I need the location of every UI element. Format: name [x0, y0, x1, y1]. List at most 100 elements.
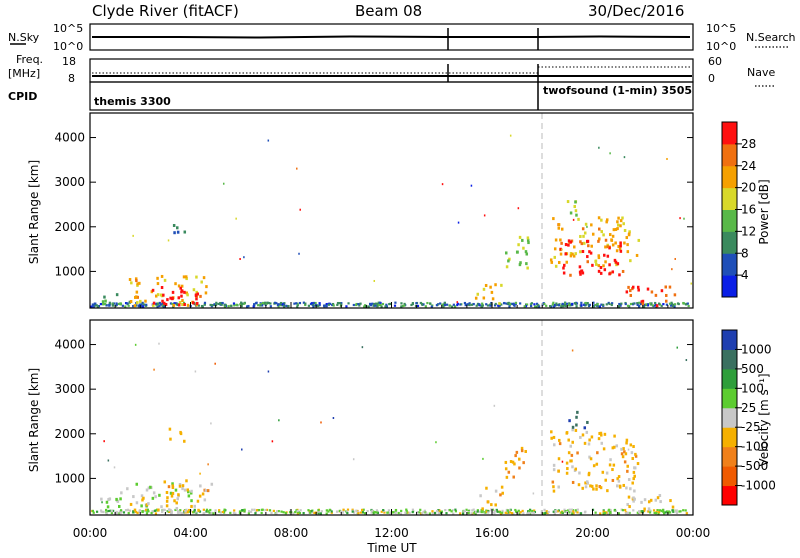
- velocity-ground-cell: [361, 511, 365, 514]
- velocity-ground-cell: [476, 509, 479, 512]
- station-title: Clyde River (fitACF): [92, 2, 239, 20]
- velocity-ground-cell: [260, 511, 263, 514]
- power-echo-cell: [569, 273, 572, 277]
- power-ground-cell: [347, 302, 350, 305]
- noise-sky-label: N.Sky: [8, 31, 40, 44]
- power-echo-cell: [581, 271, 585, 275]
- velocity-ground-cell: [366, 509, 369, 513]
- power-ground-cell: [115, 303, 118, 306]
- power-ground-cell: [411, 302, 414, 305]
- velocity-echo-cell: [505, 475, 509, 479]
- power-echo-cell: [144, 299, 147, 303]
- power-ground-cell: [624, 302, 627, 306]
- velocity-ground-cell: [664, 511, 667, 514]
- power-echo-cell: [202, 276, 206, 280]
- power-echo-cell: [563, 263, 566, 267]
- power-ground-cell: [478, 303, 481, 306]
- velocity-ground-cell: [480, 510, 483, 514]
- velocity-ground-cell: [188, 510, 191, 513]
- power-ground-cell: [340, 302, 343, 305]
- velocity-ground-cell: [128, 509, 131, 512]
- power-ground-cell: [266, 301, 269, 304]
- velocity-echo-cell: [184, 509, 187, 513]
- velocity-echo-cell: [504, 460, 508, 464]
- velocity-ground-cell: [526, 512, 529, 515]
- velocity-ground-cell: [543, 508, 546, 511]
- velocity-echo-cell: [210, 482, 214, 486]
- power-ground-cell: [555, 302, 558, 305]
- power-echo-cell: [589, 251, 593, 255]
- velocity-ground-cell: [265, 508, 269, 512]
- velocity-ground-cell: [142, 509, 146, 513]
- power-ground-cell: [280, 304, 283, 307]
- power-echo-cell: [557, 226, 561, 230]
- velocity-ground-cell: [340, 510, 343, 513]
- velocity-echo-cell: [518, 466, 521, 470]
- velocity-ground-cell: [192, 511, 195, 514]
- velocity-echo-cell: [170, 494, 174, 498]
- power-ground-cell: [336, 301, 340, 305]
- velocity-ground-cell: [135, 510, 138, 514]
- power-echo-cell: [516, 250, 519, 254]
- power-ground-cell: [636, 302, 639, 305]
- velocity-echo-cell: [160, 505, 163, 509]
- power-echo-cell: [508, 257, 511, 261]
- power-ground-cell: [580, 304, 583, 307]
- velocity-ground-cell: [450, 510, 453, 513]
- power-ground-cell: [336, 303, 339, 306]
- velocity-ground-cell: [484, 511, 487, 514]
- velocity-ground-cell: [357, 512, 360, 515]
- velocity-echo-cell: [626, 464, 629, 468]
- velocity-ground-cell: [425, 512, 428, 515]
- velocity-sparse-cell: [271, 440, 274, 443]
- velocity-ground-cell: [109, 509, 112, 512]
- velocity-ground-cell: [251, 508, 254, 511]
- velocity-ground-cell: [411, 508, 415, 511]
- power-echo-cell: [641, 302, 645, 306]
- velocity-echo-cell: [186, 488, 190, 492]
- noise-tick-high: 10^5: [53, 22, 83, 35]
- power-ground-cell: [155, 302, 158, 305]
- power-echo-cell: [597, 254, 601, 258]
- velocity-ground-cell: [112, 509, 115, 512]
- power-ground-cell: [269, 305, 272, 308]
- power-ground-cell: [657, 302, 661, 305]
- velocity-echo-cell: [512, 475, 515, 479]
- velocity-sparse-cell: [113, 466, 116, 469]
- power-ground-cell: [562, 305, 565, 308]
- velocity-ground-cell: [445, 512, 448, 515]
- power-echo-cell: [490, 290, 494, 294]
- velocity-echo-cell: [552, 489, 556, 493]
- velocity-ground-cell: [653, 511, 656, 514]
- power-ground-cell: [312, 301, 315, 305]
- power-sparse-cell: [598, 146, 600, 149]
- power-ground-cell: [439, 302, 442, 305]
- velocity-ground-cell: [544, 511, 547, 514]
- velocity-ground-cell: [292, 512, 295, 515]
- power-ground-cell: [687, 304, 690, 308]
- velocity-echo-cell: [183, 439, 186, 443]
- velocity-ground-cell: [118, 512, 121, 515]
- power-echo-cell: [166, 298, 169, 302]
- velocity-echo-cell: [169, 491, 173, 495]
- power-echo-cell: [573, 245, 576, 249]
- power-echo-cell: [566, 200, 570, 204]
- velocity-echo-cell: [558, 438, 561, 442]
- velocity-ground-cell: [685, 512, 688, 515]
- power-ground-cell: [364, 304, 367, 307]
- power-ground-cell: [568, 302, 571, 305]
- time-tick-label: 12:00: [374, 526, 409, 540]
- power-echo-cell: [554, 238, 558, 242]
- velocity-ground-cell: [399, 512, 403, 515]
- power-echo-cell: [574, 209, 578, 213]
- velocity-ground-cell: [436, 509, 439, 513]
- power-ground-cell: [533, 303, 536, 306]
- velocity-echo-cell: [504, 467, 508, 471]
- velocity-ground-cell: [107, 509, 110, 513]
- power-echo-cell: [182, 275, 186, 279]
- power-sparse-cell: [690, 282, 692, 285]
- velocity-ground-cell: [625, 512, 628, 515]
- power-sparse-cell: [235, 217, 237, 220]
- velocity-echo-cell: [490, 503, 493, 507]
- velocity-ground-cell: [621, 509, 625, 512]
